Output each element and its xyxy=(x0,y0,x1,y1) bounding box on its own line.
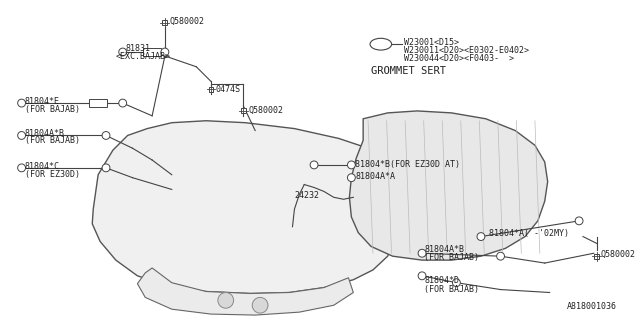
Text: (FOR BAJAB): (FOR BAJAB) xyxy=(424,253,479,262)
Text: W230044<D20><F0403-  >: W230044<D20><F0403- > xyxy=(404,54,515,63)
Circle shape xyxy=(452,279,460,287)
Circle shape xyxy=(497,252,504,260)
Text: GROMMET SERT: GROMMET SERT xyxy=(371,66,446,76)
Text: 81831: 81831 xyxy=(125,44,150,53)
Text: A818001036: A818001036 xyxy=(566,302,616,311)
Circle shape xyxy=(18,99,26,107)
Circle shape xyxy=(218,292,234,308)
Circle shape xyxy=(310,161,318,169)
Text: Q580002: Q580002 xyxy=(248,106,284,115)
Circle shape xyxy=(252,297,268,313)
Text: 81804A*B: 81804A*B xyxy=(24,129,65,138)
Circle shape xyxy=(18,164,26,172)
Bar xyxy=(241,108,246,113)
Text: 81804A*A: 81804A*A xyxy=(355,172,396,181)
Bar xyxy=(209,87,214,92)
Circle shape xyxy=(119,48,127,56)
Polygon shape xyxy=(138,268,353,315)
Text: 24232: 24232 xyxy=(294,191,319,200)
Circle shape xyxy=(102,132,110,140)
Text: Q580002: Q580002 xyxy=(170,17,205,26)
Text: 81804*E: 81804*E xyxy=(24,97,60,106)
Text: 0474S: 0474S xyxy=(216,85,241,94)
Circle shape xyxy=(102,164,110,172)
Text: (FOR EZ30D): (FOR EZ30D) xyxy=(24,170,79,179)
Text: (FOR BAJAB): (FOR BAJAB) xyxy=(24,136,79,146)
Ellipse shape xyxy=(370,38,392,50)
Text: (FOR BAJAB): (FOR BAJAB) xyxy=(424,285,479,294)
Bar xyxy=(595,254,599,259)
Text: <EXC.BAJAB>: <EXC.BAJAB> xyxy=(116,52,171,61)
Text: 81804*B(FOR EZ30D AT): 81804*B(FOR EZ30D AT) xyxy=(355,160,460,169)
Bar xyxy=(90,99,107,107)
Polygon shape xyxy=(349,111,548,260)
Text: Q580002: Q580002 xyxy=(601,250,636,259)
Text: 81804*C: 81804*C xyxy=(24,162,60,171)
Circle shape xyxy=(418,249,426,257)
Circle shape xyxy=(418,272,426,280)
Circle shape xyxy=(161,48,169,56)
Bar xyxy=(163,20,167,25)
Circle shape xyxy=(18,132,26,140)
Text: W230011<D20><E0302-E0402>: W230011<D20><E0302-E0402> xyxy=(404,46,529,55)
Polygon shape xyxy=(92,121,397,293)
Text: W23001<D15>: W23001<D15> xyxy=(404,38,460,47)
Bar xyxy=(143,48,161,56)
Circle shape xyxy=(575,217,583,225)
Text: 81804*A( -'02MY): 81804*A( -'02MY) xyxy=(489,229,569,238)
Circle shape xyxy=(348,161,355,169)
Text: (FOR BAJAB): (FOR BAJAB) xyxy=(24,105,79,114)
Text: 81804*D: 81804*D xyxy=(424,276,459,285)
Circle shape xyxy=(348,174,355,181)
Text: 81804A*B: 81804A*B xyxy=(424,245,464,254)
Circle shape xyxy=(119,99,127,107)
Circle shape xyxy=(477,233,485,241)
